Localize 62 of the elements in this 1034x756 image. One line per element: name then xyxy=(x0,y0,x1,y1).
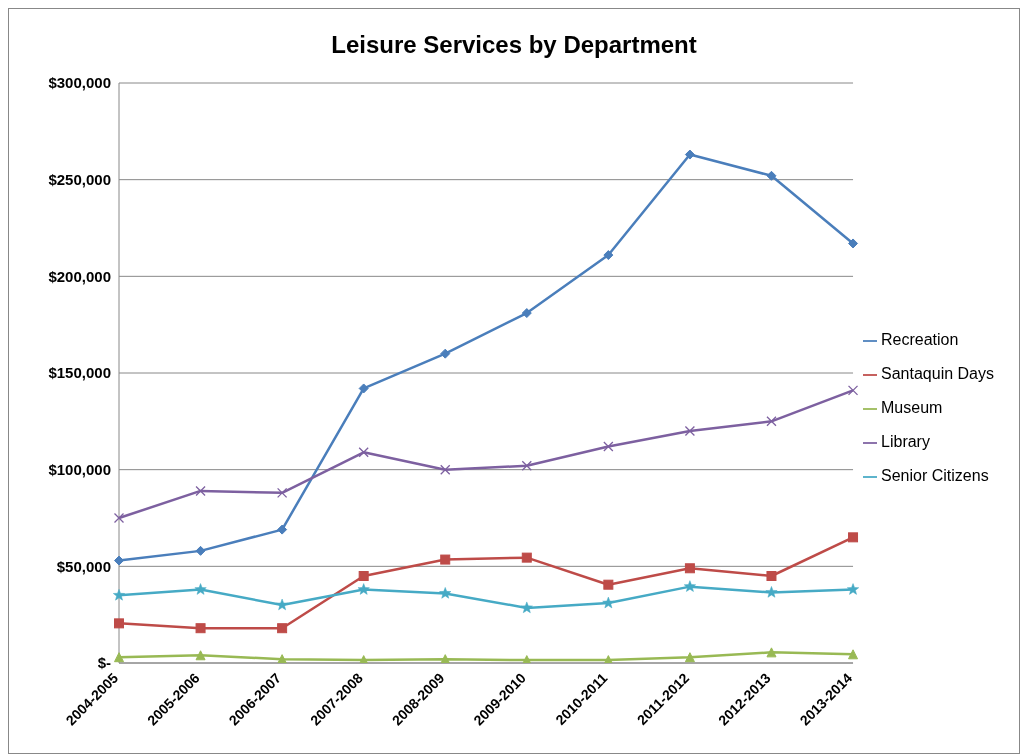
chart-title: Leisure Services by Department xyxy=(330,31,698,59)
point xyxy=(358,571,369,581)
point xyxy=(848,238,859,249)
point xyxy=(521,552,532,563)
point xyxy=(684,149,695,160)
point xyxy=(603,579,614,590)
point xyxy=(277,623,288,634)
y-tick-label: $50,000 xyxy=(56,557,111,575)
point xyxy=(766,170,777,181)
point xyxy=(195,623,206,634)
point xyxy=(766,647,777,658)
point xyxy=(114,652,124,663)
point xyxy=(847,583,859,595)
point xyxy=(848,532,859,543)
point xyxy=(684,425,696,437)
point xyxy=(276,598,289,611)
point xyxy=(194,583,207,595)
y-tick-label: $200,000 xyxy=(48,267,111,285)
legend-label: Senior Citizens xyxy=(881,467,989,484)
point xyxy=(114,618,124,629)
point xyxy=(683,580,696,592)
point xyxy=(848,649,859,660)
legend-label: Museum xyxy=(881,399,943,416)
point xyxy=(847,385,859,396)
point xyxy=(440,464,451,475)
point xyxy=(195,650,206,661)
point xyxy=(113,589,125,601)
legend-label: Recreation xyxy=(881,331,959,348)
point xyxy=(765,586,778,598)
point xyxy=(358,383,369,394)
point xyxy=(357,583,370,595)
point xyxy=(440,554,451,565)
point xyxy=(603,655,614,663)
y-tick-label: $150,000 xyxy=(48,364,111,382)
point xyxy=(521,460,532,471)
y-tick-label: $100,000 xyxy=(48,460,111,478)
point xyxy=(440,348,451,359)
point xyxy=(113,512,125,524)
point xyxy=(766,571,777,581)
y-tick-label: $- xyxy=(97,654,111,672)
point xyxy=(520,601,533,613)
point xyxy=(195,485,206,497)
legend-label: Santaquin Days xyxy=(881,365,994,382)
point xyxy=(114,555,124,566)
point xyxy=(521,308,532,319)
point xyxy=(766,416,777,427)
point xyxy=(602,596,615,609)
point xyxy=(684,652,695,663)
y-tick-label: $300,000 xyxy=(48,74,111,92)
point xyxy=(276,487,288,499)
point xyxy=(684,563,695,574)
point xyxy=(440,654,451,663)
point xyxy=(358,447,369,458)
point xyxy=(603,441,614,452)
y-tick-label: $250,000 xyxy=(48,170,111,188)
point xyxy=(358,655,369,663)
point xyxy=(277,654,288,663)
point xyxy=(439,587,452,599)
point xyxy=(603,250,614,261)
point xyxy=(277,524,288,535)
legend-label: Library xyxy=(881,433,930,450)
point xyxy=(195,545,206,556)
